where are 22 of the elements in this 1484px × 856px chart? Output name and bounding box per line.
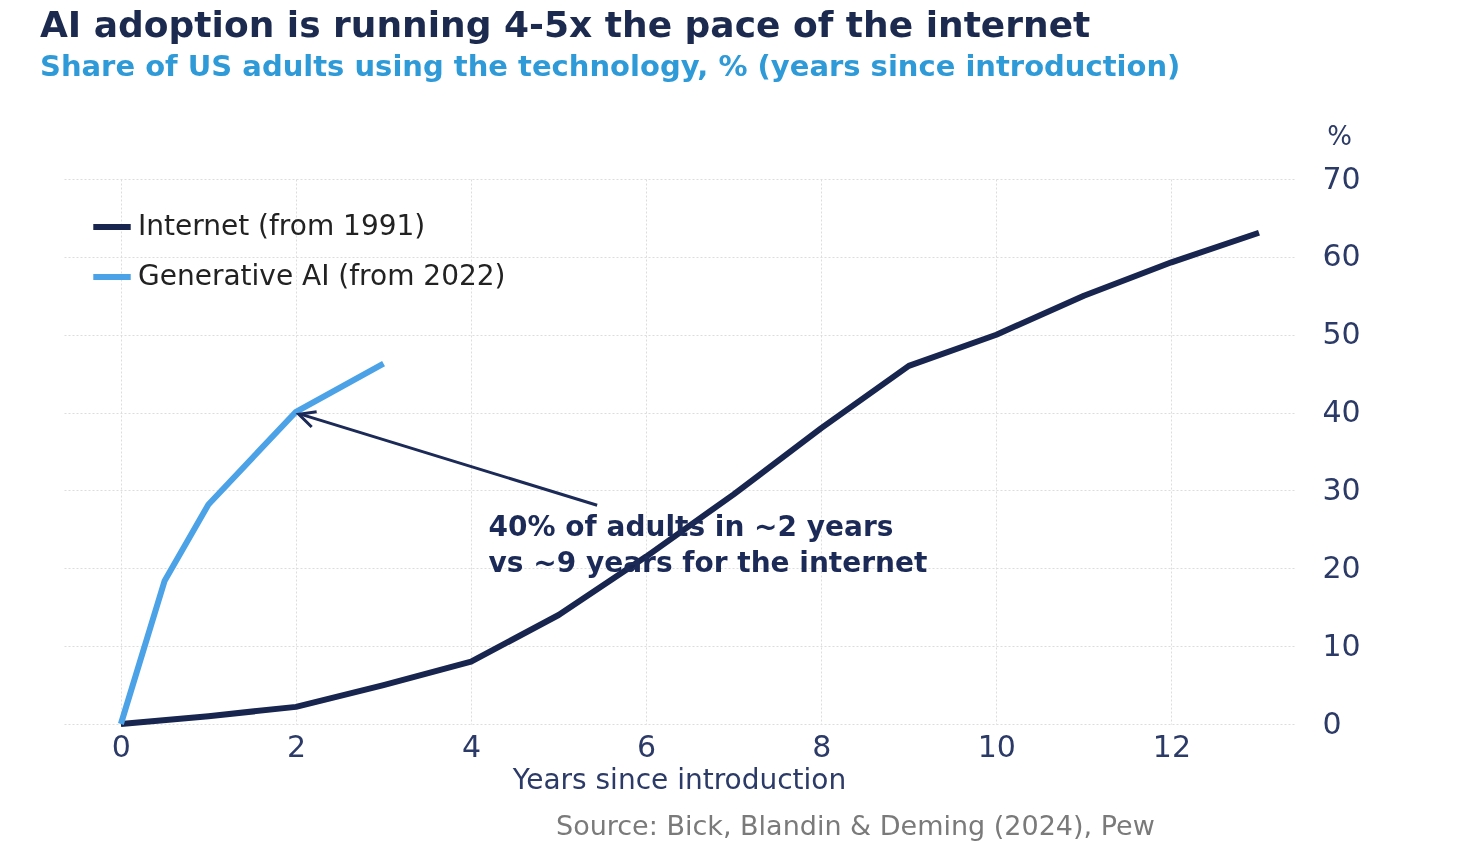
chart-title: AI adoption is running 4-5x the pace of the internet — [40, 4, 1091, 45]
chart-subtitle: Share of US adults using the technology, % (years since introduction) — [40, 49, 1181, 83]
x-tick-label: 12 — [1152, 728, 1192, 764]
x-tick-label: 4 — [462, 728, 482, 764]
legend-label: Internet (from 1991) — [138, 209, 426, 242]
y-tick-label: 50 — [1322, 316, 1361, 352]
x-tick-label: 8 — [812, 728, 832, 764]
legend-label: Generative AI (from 2022) — [138, 259, 506, 292]
x-tick-label: 10 — [977, 728, 1016, 764]
source-note: Source: Bick, Blandin & Deming (2024), Pew — [556, 810, 1155, 841]
y-tick-label: 40 — [1322, 394, 1361, 430]
x-axis-title: Years since introduction — [511, 762, 847, 796]
y-tick-label: 20 — [1322, 549, 1361, 585]
x-tick-label: 0 — [111, 728, 131, 764]
x-tick-label: 2 — [286, 728, 307, 764]
y-tick-label: 70 — [1322, 160, 1361, 196]
y-tick-label: 10 — [1322, 627, 1361, 663]
y-axis-title: % — [1327, 120, 1352, 151]
x-tick-label: 6 — [637, 728, 657, 764]
y-tick-label: 30 — [1322, 471, 1361, 507]
y-tick-label: 0 — [1322, 705, 1342, 741]
y-tick-label: 60 — [1322, 238, 1361, 274]
